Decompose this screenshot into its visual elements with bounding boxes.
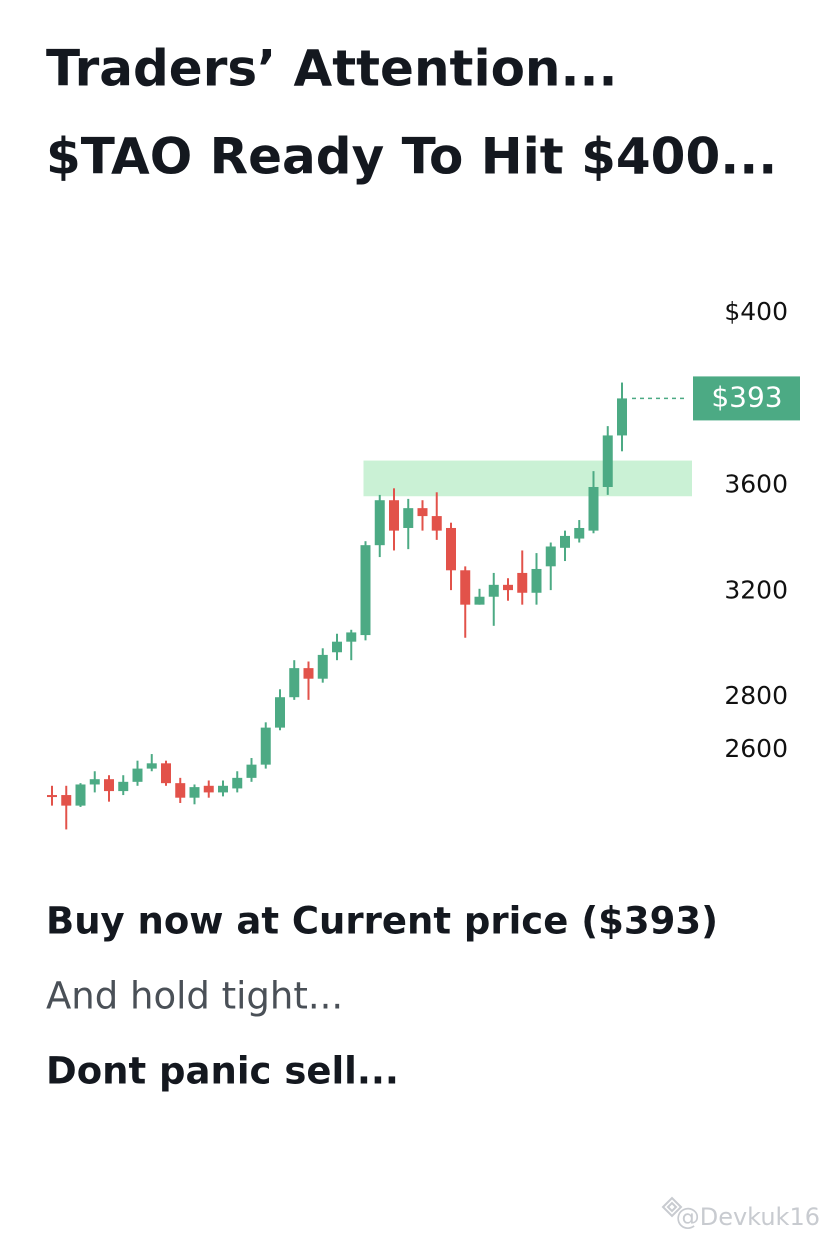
candle-body: [161, 763, 171, 784]
candle-body: [132, 768, 143, 782]
candle-body: [303, 668, 314, 679]
body-line: And hold tight...: [46, 975, 343, 1018]
watermark-icon: [661, 1196, 683, 1218]
candle-body: [389, 500, 399, 531]
candle-body: [317, 654, 328, 679]
candle-body: [75, 784, 86, 806]
y-tick-label: 2800: [724, 681, 788, 710]
candle-body: [260, 727, 271, 765]
candle-body: [218, 785, 228, 793]
candle-body: [560, 535, 570, 548]
watermark: @Devkuk16: [676, 1203, 820, 1231]
price-tag: [693, 376, 800, 421]
candle-body: [574, 527, 585, 539]
candle-body: [417, 508, 428, 517]
candle-body: [203, 785, 214, 793]
body-line: Buy now at Current price ($393): [46, 900, 718, 943]
title-line: $TAO Ready To Hit $400...: [46, 128, 777, 186]
candle-body: [332, 641, 342, 653]
plot: 3600 3200 2800 2600 $393: [47, 376, 800, 830]
candle-body: [189, 787, 200, 798]
y-tick-label: 3600: [724, 470, 788, 499]
price-tag-label: $393: [711, 380, 782, 413]
candle-body: [89, 779, 100, 785]
candle-body: [104, 779, 114, 792]
candle-body: [374, 500, 385, 546]
candle-body: [346, 632, 357, 642]
candle-body: [617, 398, 627, 436]
candle-body: [246, 764, 257, 778]
candle-body: [61, 795, 72, 806]
candle-body: [232, 777, 243, 789]
candle-body: [460, 570, 471, 605]
candle-body: [545, 546, 556, 567]
candle-body: [446, 527, 456, 571]
candle-body: [488, 584, 499, 597]
candle-body: [517, 572, 528, 593]
y-tick-label: 3200: [724, 575, 788, 604]
candle-body: [146, 763, 157, 769]
candle-body: [474, 596, 485, 605]
candle-body: [175, 783, 186, 798]
target-label: $400: [724, 297, 788, 326]
candle-body: [275, 697, 285, 728]
body-line: Dont panic sell...: [46, 1050, 399, 1093]
candle-body: [531, 568, 542, 593]
candle-body: [47, 795, 57, 798]
title-line: Traders’ Attention...: [46, 40, 618, 98]
candle-body: [602, 435, 613, 487]
candle-body: [118, 781, 129, 792]
zone: [363, 460, 692, 497]
candle-body: [588, 486, 599, 531]
candle-body: [431, 516, 442, 531]
candle-body: [503, 584, 513, 591]
candle-body: [289, 668, 300, 698]
candle-body: [403, 508, 414, 528]
y-tick-label: 2600: [724, 734, 788, 763]
candle-body: [360, 545, 371, 636]
